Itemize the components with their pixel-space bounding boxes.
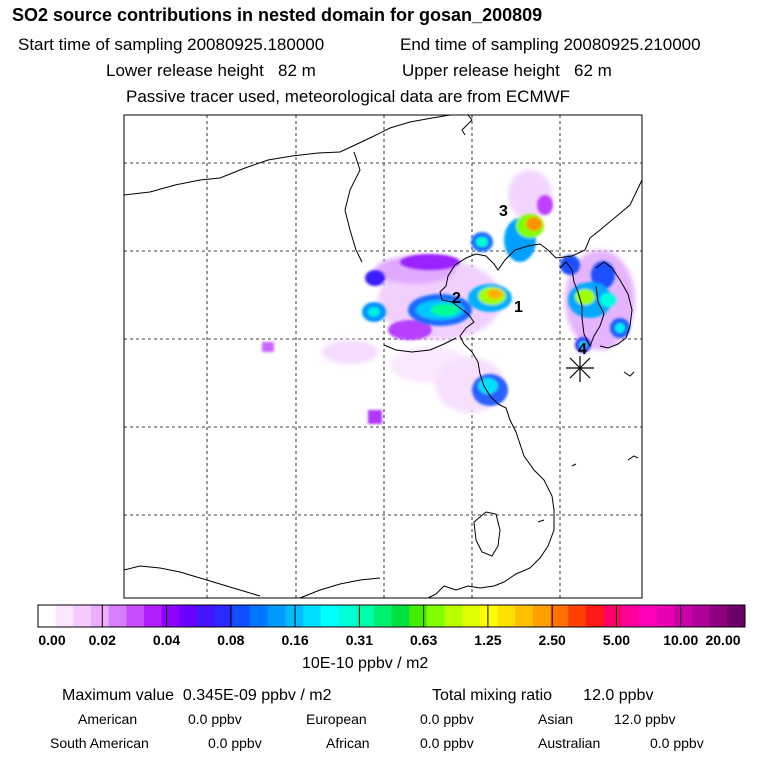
colorbar-tick-label: 0.63 <box>410 632 438 648</box>
region-value-australian: 0.0 ppbv <box>650 735 704 751</box>
region-name-american: American <box>78 711 138 727</box>
lower-release-height: Lower release height 82 m <box>106 61 316 80</box>
colorbar-cell <box>426 605 445 627</box>
colorbar-unit: 10E-10 ppbv / m2 <box>302 655 429 672</box>
map-frame <box>123 114 643 599</box>
colorbar-cell <box>638 605 658 627</box>
region-value-african: 0.0 ppbv <box>420 735 474 751</box>
page-title: SO2 source contributions in nested domai… <box>12 5 543 25</box>
region-name-european: European <box>306 711 367 727</box>
colorbar-cell <box>532 605 551 627</box>
colorbar-tick-label: 0.16 <box>281 632 309 648</box>
colorbar-cell <box>91 605 110 627</box>
colorbar-cell <box>709 605 728 627</box>
colorbar-cell <box>250 605 269 627</box>
colorbar-cell <box>568 605 587 627</box>
maximum-value: Maximum value 0.345E-09 ppbv / m2 <box>62 687 332 704</box>
region-name-australian: Australian <box>538 735 601 751</box>
upper-release-height: Upper release height 62 m <box>402 61 612 80</box>
region-value-american: 0.0 ppbv <box>188 711 242 727</box>
plume-layer <box>262 170 635 424</box>
colorbar-cell <box>108 605 127 627</box>
colorbar-cell <box>356 605 375 627</box>
colorbar-tick-label: 10.00 <box>663 632 699 648</box>
colorbar-cell <box>197 605 216 627</box>
colorbar-cell <box>727 605 746 627</box>
colorbar-cell <box>232 605 251 627</box>
colorbar-cell <box>73 605 92 627</box>
colorbar-cell <box>303 605 322 627</box>
colorbar-tick-label: 0.08 <box>217 632 245 648</box>
colorbar-cell <box>126 605 145 627</box>
colorbar-cell <box>338 605 357 627</box>
colorbar-cell <box>267 605 286 627</box>
region-value-south-american: 0.0 ppbv <box>208 735 262 751</box>
end-time: End time of sampling 20080925.210000 <box>400 35 701 54</box>
colorbar-cell <box>550 605 569 627</box>
source-label: 3 <box>499 203 508 220</box>
region-value-asian: 12.0 ppbv <box>614 711 676 727</box>
colorbar-cell <box>691 605 711 627</box>
colorbar-tick-label: 0.00 <box>38 632 66 648</box>
start-time: Start time of sampling 20080925.180000 <box>18 35 325 54</box>
colorbar-tick-label: 0.04 <box>152 632 181 648</box>
colorbar-tick-label: 1.25 <box>474 632 502 648</box>
colorbar-cell <box>38 605 57 627</box>
colorbar-cell <box>585 605 604 627</box>
colorbar-cell <box>656 605 675 627</box>
colorbar-cell <box>144 605 163 627</box>
colorbar-cell <box>409 605 428 627</box>
colorbar-cell <box>161 605 180 627</box>
colorbar-cell <box>179 605 198 627</box>
source-label: 2 <box>452 290 461 307</box>
colorbar-cell <box>479 605 498 627</box>
colorbar-cell <box>621 605 640 627</box>
colorbar-cell <box>674 605 693 627</box>
coastlines <box>123 114 643 599</box>
source-label: 1 <box>514 299 523 316</box>
colorbar-tick-label: 0.31 <box>345 632 373 648</box>
colorbar-cell <box>55 605 74 627</box>
colorbar-cell <box>444 605 463 627</box>
colorbar-tick-label: 2.50 <box>538 632 566 648</box>
colorbar-tick-label: 0.02 <box>88 632 116 648</box>
colorbar-cell <box>320 605 339 627</box>
colorbar-cell <box>373 605 392 627</box>
region-value-european: 0.0 ppbv <box>420 711 474 727</box>
colorbar-cell <box>285 605 304 627</box>
colorbar-cell <box>462 605 481 627</box>
colorbar-tick-label: 5.00 <box>602 632 631 648</box>
colorbar-tick-label: 20.00 <box>705 632 741 648</box>
colorbar-cell <box>603 605 622 627</box>
colorbar-cell <box>391 605 410 627</box>
met-data-note: Passive tracer used, meteorological data… <box>126 87 571 106</box>
region-name-african: African <box>326 735 370 751</box>
colorbar-cell <box>214 605 233 627</box>
lat-lon-grid <box>124 115 642 598</box>
region-name-asian: Asian <box>538 711 574 727</box>
source-label: 4 <box>578 341 587 358</box>
region-name-south-american: South American <box>50 735 149 751</box>
gosan-star-icon <box>566 356 594 382</box>
colorbar-cell <box>497 605 516 627</box>
total-mixing-ratio: Total mixing ratio 12.0 ppbv <box>432 687 654 704</box>
colorbar-cell <box>515 605 534 627</box>
